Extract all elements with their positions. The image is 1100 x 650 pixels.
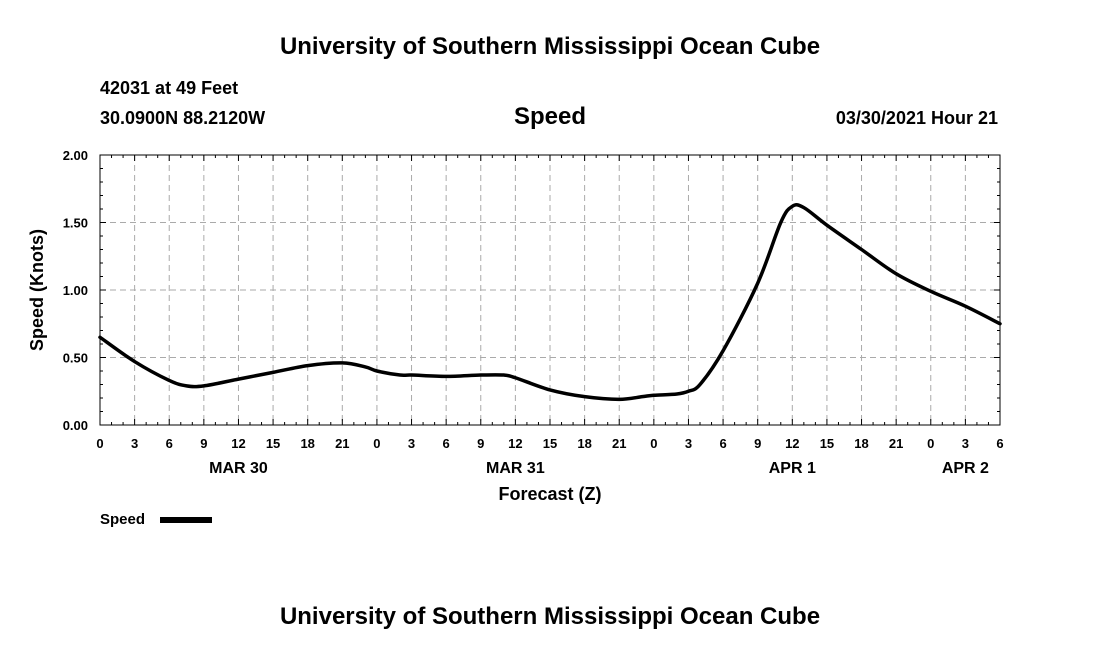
- x-tick-label: 3: [685, 436, 692, 451]
- x-tick-label: 3: [962, 436, 969, 451]
- y-tick-label: 1.00: [63, 283, 88, 298]
- x-tick-label: 21: [889, 436, 903, 451]
- x-tick-label: 21: [335, 436, 349, 451]
- date-label: MAR 31: [486, 460, 545, 477]
- y-tick-label: 0.00: [63, 418, 88, 433]
- x-tick-label: 0: [373, 436, 380, 451]
- legend: Speed: [100, 511, 212, 528]
- x-tick-label: 12: [508, 436, 522, 451]
- axes: [99, 154, 1001, 426]
- x-tick-label: 15: [543, 436, 557, 451]
- x-tick-label: 18: [577, 436, 591, 451]
- x-tick-label: 12: [231, 436, 245, 451]
- x-tick-label: 6: [719, 436, 726, 451]
- date-label: APR 1: [769, 460, 816, 477]
- x-tick-label: 18: [854, 436, 868, 451]
- x-axis-label: Forecast (Z): [498, 484, 601, 504]
- x-tick-label: 3: [131, 436, 138, 451]
- x-tick-label: 9: [477, 436, 484, 451]
- station-coords: 30.0900N 88.2120W: [100, 108, 265, 128]
- legend-label: Speed: [100, 511, 145, 528]
- title-bottom: University of Southern Mississippi Ocean…: [280, 603, 820, 630]
- x-tick-label: 15: [820, 436, 834, 451]
- date-label: MAR 30: [209, 460, 268, 477]
- y-tick-label: 1.50: [63, 216, 88, 231]
- x-tick-label: 6: [996, 436, 1003, 451]
- y-tick-label: 2.00: [63, 148, 88, 163]
- tick-labels: 0 3 6 9 12 15 18 21 0 3 6 9 12 15 18 21 0 3 6 9 12 15 18 21 0 3 6 0…: [63, 148, 1004, 477]
- timestamp: 03/30/2021 Hour 21: [836, 108, 998, 128]
- x-tick-label: 6: [166, 436, 173, 451]
- x-tick-label: 15: [266, 436, 280, 451]
- grid: [100, 155, 1000, 425]
- station-id: 42031 at 49 Feet: [100, 78, 238, 98]
- x-tick-label: 18: [300, 436, 314, 451]
- y-axis-label: Speed (Knots): [27, 229, 47, 351]
- x-tick-label: 0: [650, 436, 657, 451]
- x-tick-label: 9: [200, 436, 207, 451]
- x-tick-label: 0: [927, 436, 934, 451]
- x-tick-label: 21: [612, 436, 626, 451]
- date-label: APR 2: [942, 460, 989, 477]
- x-tick-label: 3: [408, 436, 415, 451]
- series-line-speed: [98, 203, 1002, 402]
- x-tick-label: 12: [785, 436, 799, 451]
- chart-title: Speed: [514, 103, 586, 130]
- x-tick-label: 0: [96, 436, 103, 451]
- x-tick-label: 6: [443, 436, 450, 451]
- y-tick-label: 0.50: [63, 351, 88, 366]
- title-top: University of Southern Mississippi Ocean…: [280, 33, 820, 60]
- series-layer: [98, 203, 1002, 402]
- x-tick-label: 9: [754, 436, 761, 451]
